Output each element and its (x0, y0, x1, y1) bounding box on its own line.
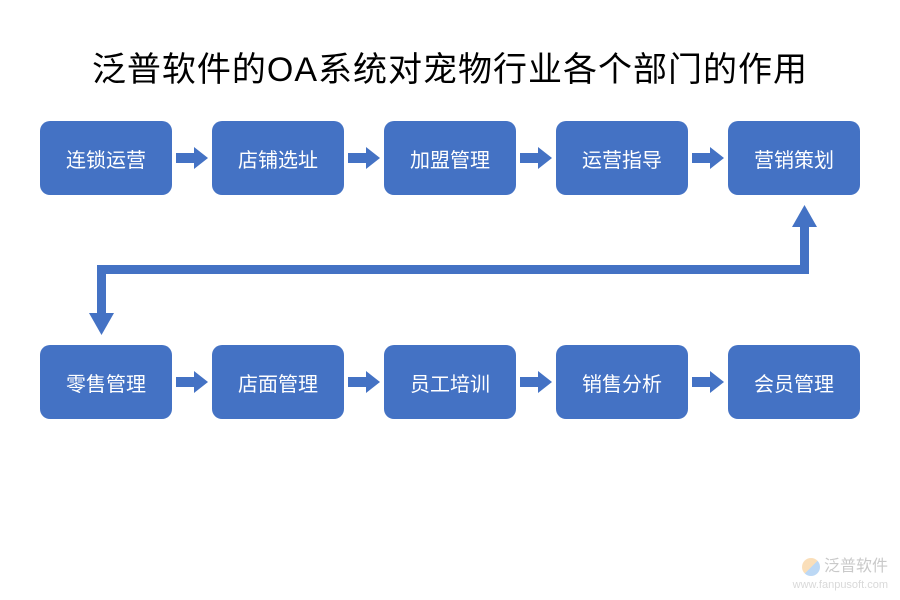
flow-box: 店铺选址 (212, 121, 344, 195)
arrow-right-icon (516, 368, 556, 396)
flow-box: 运营指导 (556, 121, 688, 195)
flow-connector (0, 195, 900, 345)
arrow-right-icon (516, 144, 556, 172)
flow-box: 加盟管理 (384, 121, 516, 195)
flow-box: 销售分析 (556, 345, 688, 419)
arrow-right-icon (344, 144, 384, 172)
page-title: 泛普软件的OA系统对宠物行业各个部门的作用 (0, 0, 900, 121)
watermark: 泛普软件 www.fanpusoft.com (793, 557, 888, 592)
flow-box: 连锁运营 (40, 121, 172, 195)
arrow-right-icon (688, 368, 728, 396)
flow-box: 店面管理 (212, 345, 344, 419)
flow-row-2: 零售管理 店面管理 员工培训 销售分析 会员管理 (0, 345, 900, 419)
arrow-right-icon (172, 144, 212, 172)
watermark-brand: 泛普软件 (824, 557, 888, 578)
flow-box: 会员管理 (728, 345, 860, 419)
arrow-right-icon (172, 368, 212, 396)
flow-box: 零售管理 (40, 345, 172, 419)
arrow-right-icon (344, 368, 384, 396)
arrow-right-icon (688, 144, 728, 172)
flow-box: 营销策划 (728, 121, 860, 195)
flow-box: 员工培训 (384, 345, 516, 419)
flow-row-1: 连锁运营 店铺选址 加盟管理 运营指导 营销策划 (0, 121, 900, 195)
logo-icon (802, 558, 820, 576)
watermark-logo: 泛普软件 (793, 557, 888, 578)
watermark-url: www.fanpusoft.com (793, 578, 888, 592)
